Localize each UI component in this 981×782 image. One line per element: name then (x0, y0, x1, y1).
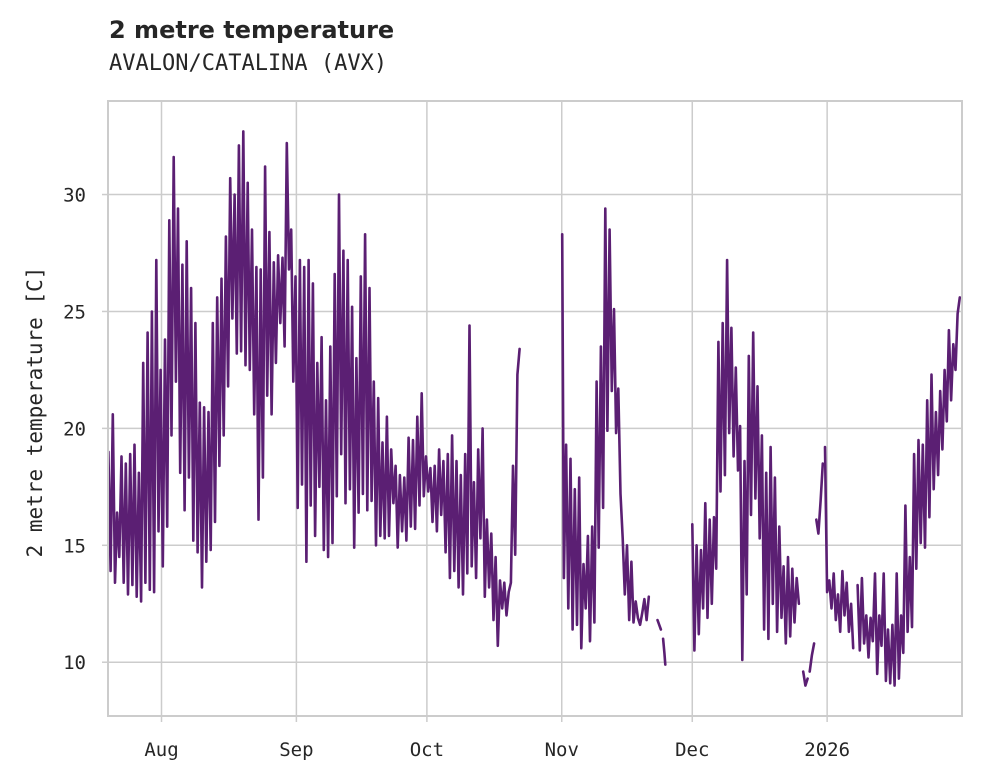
y-tick-label: 30 (63, 185, 86, 207)
x-tick-label: Nov (545, 739, 579, 761)
axis-ticks: 10 15 20 25 30 Aug Sep Oct Nov Dec 2026 (63, 185, 850, 761)
plot-frame (107, 100, 963, 717)
chart-title: 2 metre temperature (109, 16, 395, 44)
x-tick-label: Oct (410, 739, 444, 761)
series-line-segment (801, 670, 809, 687)
data-series (107, 130, 962, 687)
grid (108, 101, 962, 716)
series-line-segment (823, 445, 855, 650)
y-tick-label: 10 (63, 652, 86, 674)
series-line-segment (656, 618, 663, 631)
x-tick-label: Sep (279, 739, 313, 761)
y-tick-label: 25 (63, 301, 86, 323)
y-tick-label: 20 (63, 418, 86, 440)
x-tick-label: Dec (675, 739, 709, 761)
y-axis-label: 2 metre temperature [C] (23, 267, 47, 558)
y-tick-label: 15 (63, 535, 86, 557)
series-line-segment (107, 130, 521, 648)
x-tick-label: 2026 (804, 739, 850, 761)
x-tick-label: Aug (144, 739, 178, 761)
series-line-segment (661, 637, 667, 666)
series-line-segment (690, 258, 801, 662)
series-line-segment (808, 642, 816, 673)
chart-subtitle: AVALON/CATALINA (AVX) (109, 51, 388, 76)
series-line-segment (856, 296, 962, 687)
series-line-segment (560, 207, 651, 650)
series-line-segment (814, 462, 825, 535)
